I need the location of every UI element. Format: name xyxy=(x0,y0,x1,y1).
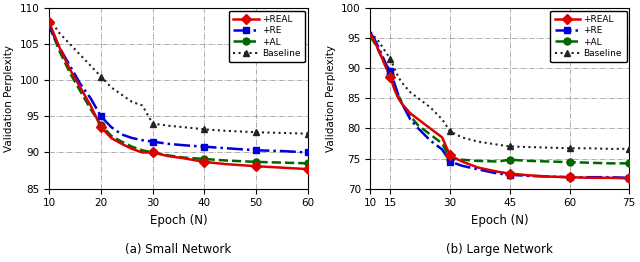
Y-axis label: Validation Perplexity: Validation Perplexity xyxy=(326,45,335,152)
Y-axis label: Validation Perplexity: Validation Perplexity xyxy=(4,45,14,152)
Legend: +REAL, +RE, +AL, Baseline: +REAL, +RE, +AL, Baseline xyxy=(550,10,627,62)
Legend: +REAL, +RE, +AL, Baseline: +REAL, +RE, +AL, Baseline xyxy=(228,10,305,62)
Text: (b) Large Network: (b) Large Network xyxy=(447,243,554,256)
Text: (a) Small Network: (a) Small Network xyxy=(125,243,232,256)
X-axis label: Epoch (N): Epoch (N) xyxy=(471,214,529,227)
X-axis label: Epoch (N): Epoch (N) xyxy=(150,214,207,227)
